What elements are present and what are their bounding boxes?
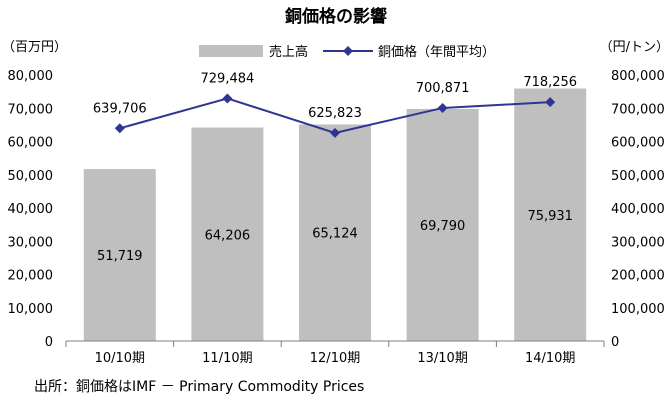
bar-value-labels: 51,719 64,206 65,124 69,790 75,931 [97, 209, 573, 264]
left-tick-label: 70,000 [8, 102, 54, 117]
bar [514, 88, 587, 342]
line-point [114, 123, 125, 134]
left-tick-label: 40,000 [8, 202, 54, 217]
left-tick-label: 0 [45, 335, 53, 350]
legend-bar-label: 売上高 [269, 44, 308, 60]
right-tick-label: 500,000 [611, 169, 665, 184]
line-value-labels: 639,706 729,484 625,823 700,871 718,256 [93, 71, 577, 120]
bar [191, 127, 264, 342]
bar-value-label: 69,790 [420, 219, 466, 234]
right-axis-unit: （円/トン） [600, 40, 669, 55]
right-tick-label: 100,000 [611, 302, 665, 317]
left-tick-label: 60,000 [8, 136, 54, 151]
legend-bar-swatch [199, 45, 263, 57]
right-tick-label: 400,000 [611, 202, 665, 217]
category-label: 11/10期 [202, 351, 252, 366]
source-note: 出所：銅価格はIMF － Primary Commodity Prices [34, 379, 365, 395]
line-value-label: 639,706 [93, 101, 147, 116]
line-series [114, 93, 556, 138]
left-axis: 0 10,000 20,000 30,000 40,000 50,000 60,000 70,… [8, 69, 54, 350]
line-value-label: 700,871 [416, 81, 470, 96]
bar-value-label: 65,124 [312, 227, 358, 242]
line-value-label: 625,823 [308, 106, 362, 121]
right-tick-label: 300,000 [611, 235, 665, 250]
right-tick-label: 600,000 [611, 136, 665, 151]
category-label: 14/10期 [525, 351, 575, 366]
legend-line-marker [343, 46, 353, 56]
line-point [222, 93, 233, 104]
category-label: 13/10期 [417, 351, 467, 366]
right-axis: 0 100,000 200,000 300,000 400,000 500,000 600,… [611, 69, 665, 350]
left-axis-unit: （百万円） [2, 40, 67, 55]
category-label: 10/10期 [95, 351, 145, 366]
category-axis: 10/10期 11/10期 12/10期 13/10期 14/10期 [65, 340, 605, 366]
category-label: 12/10期 [310, 351, 360, 366]
left-tick-label: 50,000 [8, 169, 54, 184]
chart-title: 銅価格の影響 [285, 6, 387, 27]
bar [299, 124, 371, 341]
left-tick-label: 10,000 [8, 302, 54, 317]
line-value-label: 718,256 [523, 75, 577, 90]
right-tick-label: 700,000 [611, 102, 665, 117]
bar [406, 108, 479, 342]
right-tick-label: 800,000 [611, 69, 665, 84]
left-tick-label: 80,000 [8, 69, 54, 84]
bar-value-label: 64,206 [205, 228, 251, 243]
legend-line-label: 銅価格（年間平均） [378, 44, 495, 60]
bar-value-label: 51,719 [97, 249, 143, 264]
left-tick-label: 30,000 [8, 235, 54, 250]
legend: 売上高 銅価格（年間平均） [199, 44, 495, 60]
right-tick-label: 0 [611, 335, 619, 350]
left-tick-label: 20,000 [8, 269, 54, 284]
bar [83, 169, 156, 341]
line-point [437, 102, 448, 113]
line-point [545, 97, 556, 108]
right-tick-label: 200,000 [611, 269, 665, 284]
line-value-label: 729,484 [201, 71, 255, 86]
line-point [330, 127, 340, 138]
bar-value-label: 75,931 [527, 209, 573, 224]
bar-series [83, 88, 587, 342]
